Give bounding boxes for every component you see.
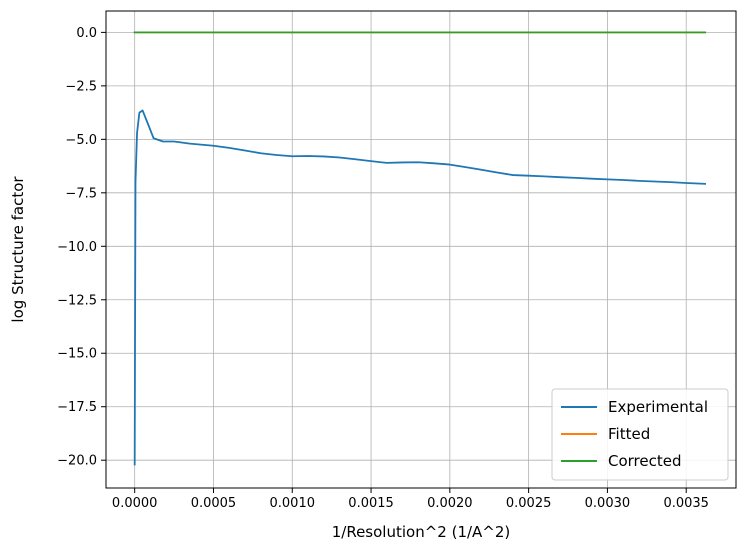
x-axis-label: 1/Resolution^2 (1/A^2)	[332, 523, 511, 541]
plot-frame	[105, 10, 737, 489]
axis-ticks: 0.0000 0.0005 0.0010 0.0015 0.0020 0.0025 0.00…	[57, 26, 709, 511]
legend-label: Experimental	[608, 398, 708, 416]
y-tick-label: −20.0	[57, 454, 97, 469]
y-tick-label: −12.5	[57, 293, 97, 308]
legend: Experimental Fitted Corrected	[551, 388, 729, 481]
legend-label: Fitted	[608, 425, 650, 443]
legend-box	[551, 388, 729, 481]
x-tick-label: 0.0005	[191, 496, 237, 511]
x-tick-label: 0.0015	[348, 496, 394, 511]
x-tick-label: 0.0020	[427, 496, 473, 511]
x-tick-label: 0.0010	[270, 496, 316, 511]
y-tick-label: −10.0	[57, 240, 97, 255]
y-tick-label: −17.5	[57, 400, 97, 415]
y-tick-label: −7.5	[65, 186, 97, 201]
y-tick-label: 0.0	[76, 26, 97, 41]
series-line-experimental	[133, 109, 707, 466]
y-tick-label: −15.0	[57, 347, 97, 362]
x-tick-label: 0.0025	[506, 496, 552, 511]
x-tick-label: 0.0000	[112, 496, 158, 511]
legend-label: Corrected	[608, 452, 682, 470]
x-tick-label: 0.0035	[663, 496, 709, 511]
series-layer	[133, 31, 707, 466]
x-tick-label: 0.0030	[585, 496, 631, 511]
y-tick-label: −5.0	[65, 133, 97, 148]
y-axis-label: log Structure factor	[9, 176, 27, 323]
y-tick-label: −2.5	[65, 79, 97, 94]
